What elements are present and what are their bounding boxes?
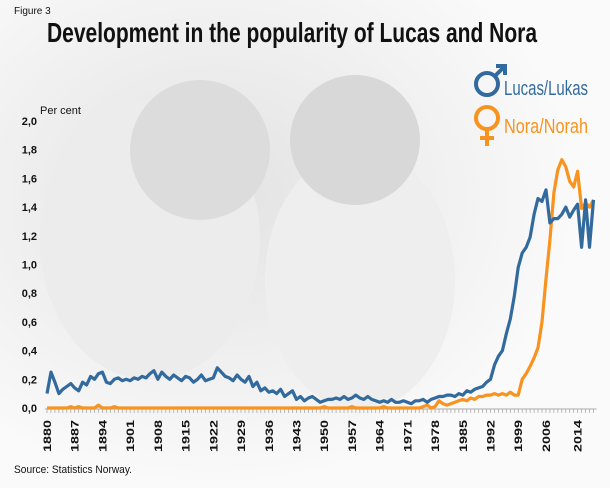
x-tick-label: 1978 <box>430 420 442 452</box>
y-tick-label: 2,0 <box>22 116 37 128</box>
y-tick-label: 1,2 <box>22 231 37 243</box>
series-line-lucas <box>45 188 596 406</box>
series-line-nora <box>47 158 595 410</box>
y-tick-label: 0,8 <box>22 288 37 300</box>
x-axis: 1880 1887 1894 1901 1908 1915 1922 1929 1936 1943… <box>42 408 597 452</box>
y-tick-label: 0,4 <box>22 346 38 358</box>
y-axis-label: Per cent <box>40 105 81 117</box>
x-tick-label: 1964 <box>375 419 387 452</box>
y-tick-label: 0,2 <box>22 374 37 386</box>
y-tick-label: 0,6 <box>22 317 37 329</box>
source-note: Source: Statistics Norway. <box>14 464 132 476</box>
y-tick-label: 1,6 <box>22 173 37 185</box>
baby-right-head <box>290 75 420 205</box>
y-tick-label: 1,0 <box>22 260 37 272</box>
female-symbol-icon <box>474 105 500 146</box>
x-tick-label: 1957 <box>347 420 359 452</box>
x-tick-label: 1943 <box>291 420 303 452</box>
y-tick-label: 0,0 <box>22 403 37 415</box>
y-tick-label: 1,4 <box>22 202 38 214</box>
x-tick-label: 1985 <box>458 420 470 452</box>
plot-area <box>45 158 596 410</box>
x-tick-label: 1887 <box>70 420 82 452</box>
x-tick-label: 1971 <box>402 420 414 452</box>
x-tick-label: 1894 <box>97 419 109 452</box>
legend-item-nora: Nora/Norah <box>474 105 588 146</box>
y-tick-label: 1,8 <box>22 145 37 157</box>
baby-left-head <box>130 80 270 220</box>
legend-item-lucas: Lucas/Lukas <box>474 64 588 100</box>
x-tick-label: 1901 <box>125 420 137 452</box>
male-symbol-icon <box>474 64 507 97</box>
x-tick-label: 1999 <box>513 420 525 452</box>
figure-label: Figure 3 <box>14 6 51 17</box>
x-tick-label: 1992 <box>486 420 498 452</box>
legend: Lucas/Lukas Nora/Norah <box>474 64 588 146</box>
legend-label: Lucas/Lukas <box>504 78 588 100</box>
y-axis: 0,0 0,2 0,4 0,6 0,8 1,0 1,2 1,4 1,6 1,8 2,0 <box>22 116 38 415</box>
x-tick-label: 1908 <box>153 420 165 452</box>
baby-right-shape <box>265 150 455 410</box>
x-tick-label: 2006 <box>541 420 553 452</box>
chart-title: Development in the popularity of Lucas a… <box>47 17 537 48</box>
legend-label: Nora/Norah <box>504 116 588 138</box>
x-tick-label: 1950 <box>319 420 331 452</box>
x-tick-label: 1922 <box>208 420 220 452</box>
x-tick-label: 1915 <box>181 420 193 452</box>
x-tick-label: 2014 <box>573 419 585 452</box>
x-tick-label: 1880 <box>42 420 54 452</box>
x-tick-label: 1929 <box>236 420 248 452</box>
x-tick-label: 1936 <box>264 420 276 452</box>
